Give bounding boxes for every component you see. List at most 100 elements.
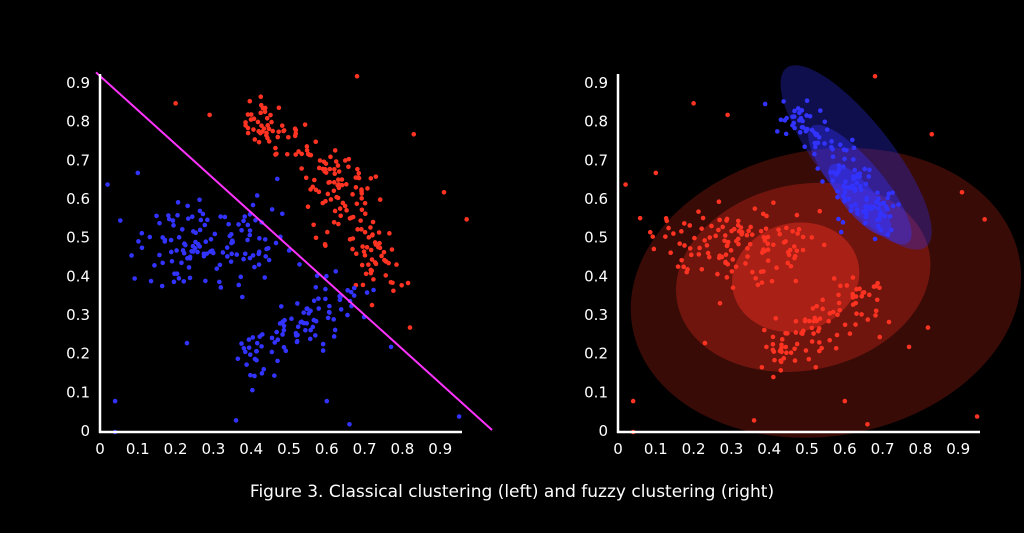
data-point-red (809, 339, 815, 344)
data-point-blue (200, 211, 206, 217)
data-point-blue (280, 332, 285, 337)
data-point-red (248, 112, 254, 117)
data-point-blue (166, 213, 171, 218)
y-tick-label: 0.7 (584, 151, 608, 169)
outlier-point-red (925, 325, 931, 330)
data-point-red (771, 200, 776, 205)
data-point-red (269, 119, 274, 125)
data-point-red (316, 165, 322, 171)
data-point-blue (211, 250, 216, 256)
y-tick-label: 0.5 (584, 229, 608, 247)
data-point-blue (250, 335, 256, 340)
data-point-blue (187, 275, 193, 281)
data-point-blue (313, 284, 319, 290)
data-point-red (255, 119, 261, 125)
data-point-blue (862, 208, 867, 214)
data-point-blue (835, 188, 840, 194)
y-tick-label: 0.2 (584, 345, 608, 363)
data-point-red (779, 345, 784, 350)
data-point-red (245, 125, 251, 131)
data-point-blue (176, 235, 182, 240)
data-point-blue (836, 216, 841, 222)
data-point-red (354, 201, 360, 207)
data-point-blue (878, 210, 884, 215)
data-point-red (681, 221, 687, 226)
data-point-red (730, 257, 736, 262)
data-point-blue (254, 340, 260, 346)
data-point-red (353, 185, 359, 190)
data-point-blue (844, 147, 849, 153)
data-point-blue (179, 260, 184, 266)
data-point-blue (791, 120, 797, 126)
outlier-point-red (407, 325, 413, 330)
data-point-red (359, 187, 364, 192)
data-point-red (681, 264, 687, 270)
data-point-blue (239, 341, 244, 346)
data-point-red (293, 152, 299, 157)
data-point-red (650, 234, 656, 239)
data-point-blue (307, 336, 313, 342)
data-point-red (724, 243, 730, 249)
data-point-blue (877, 201, 883, 207)
data-point-blue (254, 193, 260, 198)
data-point-blue (850, 137, 855, 143)
data-point-red (258, 94, 264, 99)
data-point-red (697, 245, 702, 251)
data-point-blue (869, 206, 874, 212)
data-point-red (256, 139, 262, 145)
data-point-red (788, 263, 794, 269)
data-point-blue (792, 125, 797, 131)
data-point-red (353, 251, 359, 257)
data-point-red (713, 233, 718, 239)
data-point-blue (864, 197, 869, 203)
data-point-blue (250, 202, 256, 208)
data-point-red (362, 253, 368, 258)
data-point-blue (323, 286, 328, 292)
data-point-red (854, 311, 859, 316)
data-point-red (688, 252, 694, 258)
data-point-red (760, 211, 766, 217)
data-point-blue (313, 318, 319, 324)
data-point-red (326, 180, 331, 185)
data-point-red (793, 278, 799, 284)
data-point-red (765, 234, 771, 240)
data-point-blue (338, 307, 344, 312)
data-point-red (705, 250, 711, 256)
data-point-red (370, 219, 376, 225)
y-tick-label: 0.3 (66, 306, 90, 324)
data-point-red (778, 368, 784, 373)
data-point-red (286, 134, 291, 140)
data-point-blue (853, 174, 859, 180)
data-point-blue (252, 373, 257, 379)
x-tick-label: 0.4 (239, 440, 263, 458)
outlier-point-blue (456, 414, 462, 419)
data-point-blue (214, 266, 220, 271)
data-point-red (813, 365, 819, 370)
data-point-red (332, 148, 338, 153)
data-point-blue (247, 255, 253, 261)
data-point-blue (822, 141, 827, 146)
y-tick-label: 0.3 (584, 306, 608, 324)
data-point-red (820, 306, 826, 312)
data-point-red (796, 227, 802, 232)
data-point-red (853, 300, 859, 306)
data-point-blue (364, 290, 370, 295)
data-point-blue (297, 262, 302, 267)
data-point-red (830, 309, 836, 315)
data-point-blue (885, 232, 891, 238)
data-point-red (800, 234, 806, 240)
data-point-red (369, 233, 375, 238)
data-point-blue (218, 285, 224, 290)
data-point-red (755, 282, 761, 288)
x-tick-label: 0.3 (201, 440, 225, 458)
data-point-red (368, 267, 374, 273)
data-point-red (748, 224, 753, 230)
data-point-red (273, 145, 278, 151)
data-point-blue (269, 349, 275, 355)
data-point-red (750, 269, 755, 275)
data-point-red (759, 280, 765, 285)
data-point-red (675, 264, 681, 269)
data-point-red (836, 292, 841, 298)
y-tick-label: 0.6 (66, 190, 90, 208)
data-point-red (778, 358, 783, 363)
